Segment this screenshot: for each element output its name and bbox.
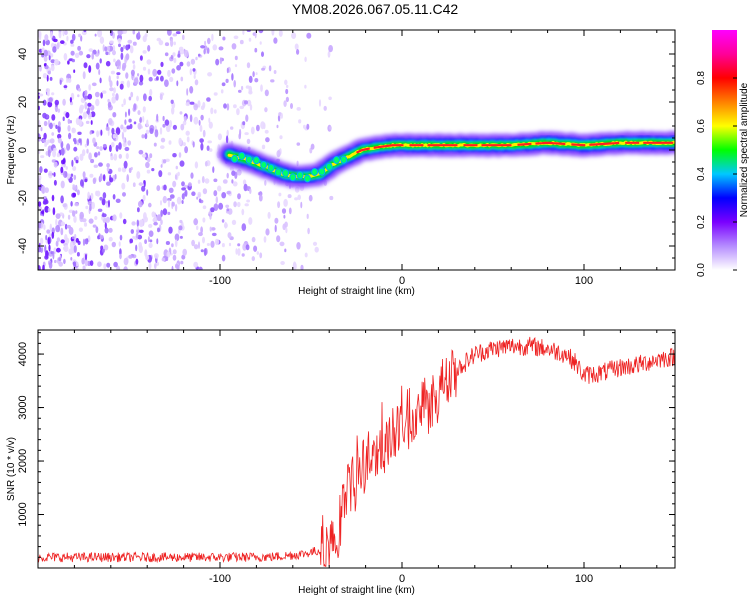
x-tick-label: 0 <box>399 573 405 585</box>
colorbar-label: Normalized spectral amplitude <box>739 82 750 217</box>
signal-blob <box>245 155 253 164</box>
x-tick-label: -100 <box>209 275 231 287</box>
signal-blob <box>303 174 311 183</box>
snr-frame <box>37 329 676 569</box>
y-tick-label: 40 <box>17 48 29 60</box>
signal-blob <box>274 168 282 177</box>
colorbar: 0.0 0.2 0.4 0.6 0.8 Normalized spectral ampli… <box>696 30 750 277</box>
signal-blob <box>311 168 319 176</box>
signal-blob <box>231 154 239 163</box>
colorbar-tick-label: 0.2 <box>696 215 707 229</box>
y-tick-label: 3000 <box>17 395 29 419</box>
x-tick-label: 100 <box>575 573 593 585</box>
spectrogram-panel: -100 0 100 -40 -20 0 20 40 Height of straight li… <box>6 29 676 297</box>
snr-panel: -100 0 100 1000 2000 3000 4000 Height of straig… <box>6 329 676 596</box>
x-tick-label: 100 <box>575 275 593 287</box>
snr-series-line <box>38 336 675 567</box>
signal-blob <box>289 173 297 182</box>
snr-plot-area <box>38 336 675 567</box>
snr-background <box>38 330 675 568</box>
y-tick-label: 1000 <box>17 502 29 526</box>
signal-band-red <box>356 141 675 154</box>
signal-blob <box>260 161 268 169</box>
y-tick-label: -20 <box>17 190 29 206</box>
figure-title: YM08.2026.067.05.11.C42 <box>291 1 459 17</box>
signal-blob <box>325 162 333 171</box>
snr-y-label: SNR (10 * v/v) <box>6 437 17 501</box>
y-tick-label: 4000 <box>17 342 29 366</box>
colorbar-tick-label: 0.6 <box>696 119 707 133</box>
signal-blob <box>267 164 275 172</box>
x-tick-label: -100 <box>209 573 231 585</box>
signal-blob <box>333 156 340 164</box>
spectrogram-y-label: Frequency (Hz) <box>6 116 17 185</box>
colorbar-tick-label: 0.4 <box>696 167 707 181</box>
signal-blob <box>296 171 304 180</box>
signal-blob <box>340 155 348 164</box>
y-tick-label: -40 <box>17 238 29 254</box>
signal-trace <box>218 131 675 188</box>
snr-x-label: Height of straight line (km) <box>298 585 415 596</box>
colorbar-gradient <box>712 30 737 270</box>
signal-blob <box>238 152 246 160</box>
signal-blob <box>318 167 326 176</box>
y-tick-label: 2000 <box>17 449 29 473</box>
spectrogram-plot-area <box>38 30 675 270</box>
signal-blob <box>252 156 260 165</box>
colorbar-tick-label: 0.0 <box>696 263 707 277</box>
signal-blob <box>282 169 289 178</box>
y-tick-label: 20 <box>17 96 29 108</box>
spectrogram-x-label: Height of straight line (km) <box>298 286 415 297</box>
y-tick-label: 0 <box>17 147 29 153</box>
x-tick-label: 0 <box>399 275 405 287</box>
colorbar-tick-label: 0.8 <box>696 71 707 85</box>
